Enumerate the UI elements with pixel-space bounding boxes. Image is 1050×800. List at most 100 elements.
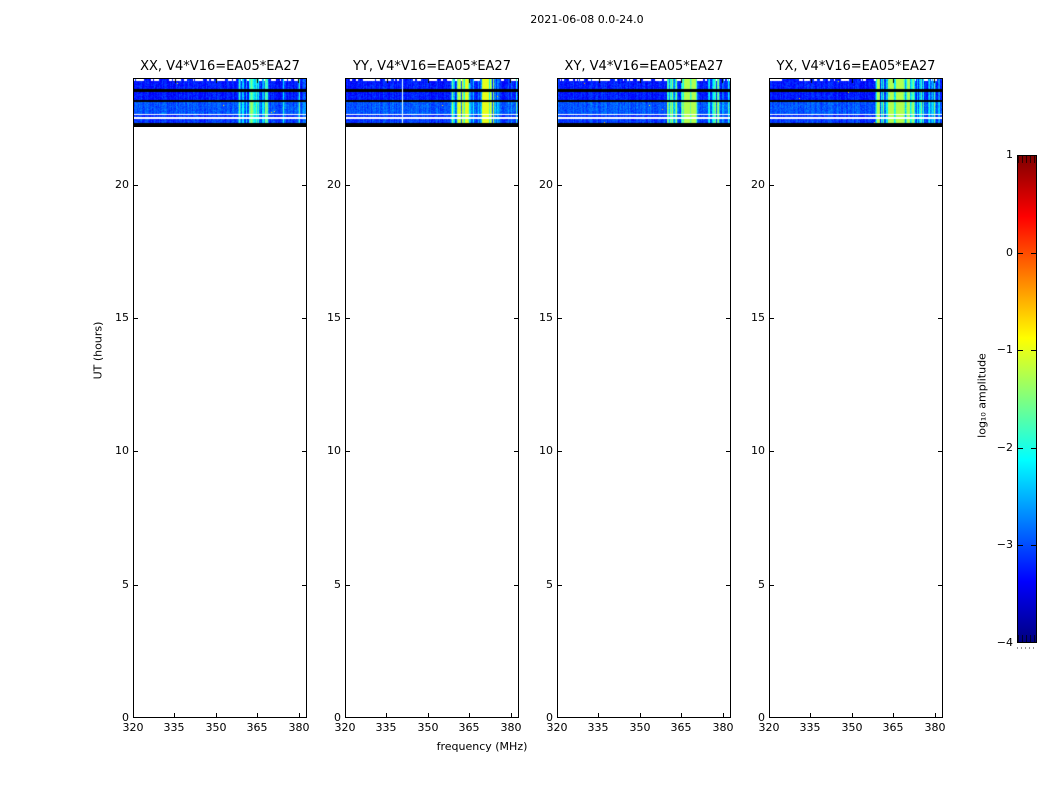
tick-mark: [345, 713, 346, 717]
tick-mark: [938, 451, 942, 452]
tick-mark: [302, 585, 306, 586]
tick-mark: [346, 185, 350, 186]
tick-mark: [469, 713, 470, 717]
colorbar-tick-label: 0: [1006, 246, 1013, 259]
spectrogram-YX: [770, 79, 942, 127]
tick-mark: [216, 713, 217, 717]
tick-mark: [598, 713, 599, 717]
tick-mark: [346, 451, 350, 452]
x-tick-label: 320: [758, 721, 780, 734]
tick-mark: [769, 713, 770, 717]
tick-mark: [852, 713, 853, 717]
x-tick-label: 335: [799, 721, 821, 734]
colorbar-tick-label: −3: [996, 538, 1013, 551]
spectrogram-YY: [346, 79, 518, 127]
tick-mark: [134, 585, 138, 586]
tick-mark: [558, 585, 562, 586]
figure-title: 2021-06-08 0.0-24.0: [530, 13, 644, 26]
tick-mark: [1018, 253, 1023, 254]
y-tick-label: 5: [334, 578, 341, 591]
x-tick-label: 320: [122, 721, 144, 734]
tick-mark: [134, 318, 138, 319]
tick-mark: [346, 585, 350, 586]
tick-mark: [1018, 350, 1023, 351]
y-tick-label: 20: [751, 178, 765, 191]
y-axis-label: UT (hours): [91, 321, 105, 380]
y-tick-label: 15: [327, 311, 341, 324]
tick-mark: [511, 713, 512, 717]
tick-mark: [514, 451, 518, 452]
tick-mark: [514, 318, 518, 319]
x-tick-label: 380: [712, 721, 734, 734]
x-tick-label: 350: [629, 721, 651, 734]
tick-mark: [386, 713, 387, 717]
tick-mark: [302, 185, 306, 186]
tick-mark: [893, 713, 894, 717]
x-tick-label: 335: [587, 721, 609, 734]
tick-mark: [770, 185, 774, 186]
tick-mark: [558, 185, 562, 186]
tick-mark: [134, 185, 138, 186]
x-tick-label: 350: [205, 721, 227, 734]
tick-mark: [133, 713, 134, 717]
tick-mark: [770, 451, 774, 452]
y-tick-label: 5: [122, 578, 129, 591]
x-tick-label: 380: [288, 721, 310, 734]
panel-title-XX: XX, V4*V16=EA05*EA27: [140, 59, 300, 74]
tick-mark: [558, 318, 562, 319]
tick-mark: [726, 451, 730, 452]
tick-mark: [938, 318, 942, 319]
tick-mark: [938, 585, 942, 586]
y-tick-label: 0: [758, 711, 765, 724]
tick-mark: [726, 318, 730, 319]
y-tick-label: 15: [751, 311, 765, 324]
spectrogram-XX: [134, 79, 306, 127]
colorbar-tick-label: −2: [996, 441, 1013, 454]
panel-axes-YY: [345, 78, 519, 718]
spectrogram-XY: [558, 79, 730, 127]
y-tick-label: 5: [758, 578, 765, 591]
y-tick-label: 20: [327, 178, 341, 191]
tick-mark: [557, 713, 558, 717]
panel-title-XY: XY, V4*V16=EA05*EA27: [564, 59, 724, 74]
y-tick-label: 10: [751, 444, 765, 457]
y-tick-label: 10: [539, 444, 553, 457]
x-tick-label: 380: [924, 721, 946, 734]
tick-mark: [514, 585, 518, 586]
tick-mark: [726, 585, 730, 586]
y-tick-label: 20: [115, 178, 129, 191]
tick-mark: [302, 451, 306, 452]
x-tick-label: 380: [500, 721, 522, 734]
tick-mark: [257, 713, 258, 717]
tick-mark: [1031, 350, 1036, 351]
tick-mark: [1018, 545, 1023, 546]
tick-mark: [174, 713, 175, 717]
tick-mark: [810, 713, 811, 717]
tick-mark: [723, 713, 724, 717]
y-tick-label: 20: [539, 178, 553, 191]
x-tick-label: 320: [546, 721, 568, 734]
tick-mark: [770, 585, 774, 586]
panel-title-YX: YX, V4*V16=EA05*EA27: [776, 59, 936, 74]
tick-mark: [935, 713, 936, 717]
x-tick-label: 350: [841, 721, 863, 734]
tick-mark: [640, 713, 641, 717]
tick-mark: [1031, 448, 1036, 449]
tick-mark: [1018, 448, 1023, 449]
tick-mark: [770, 318, 774, 319]
y-tick-label: 10: [115, 444, 129, 457]
y-tick-label: 0: [546, 711, 553, 724]
tick-mark: [134, 451, 138, 452]
colorbar-minor-ticks-top: [1018, 156, 1036, 163]
colorbar-tick-label: −1: [996, 343, 1013, 356]
x-tick-label: 335: [375, 721, 397, 734]
y-tick-label: 0: [334, 711, 341, 724]
x-tick-label: 365: [882, 721, 904, 734]
panel-axes-XX: [133, 78, 307, 718]
tick-mark: [558, 451, 562, 452]
x-tick-label: 365: [670, 721, 692, 734]
x-tick-label: 350: [417, 721, 439, 734]
x-tick-label: 365: [246, 721, 268, 734]
x-tick-label: 365: [458, 721, 480, 734]
colorbar-minor-ticks-bottom: [1018, 635, 1036, 642]
